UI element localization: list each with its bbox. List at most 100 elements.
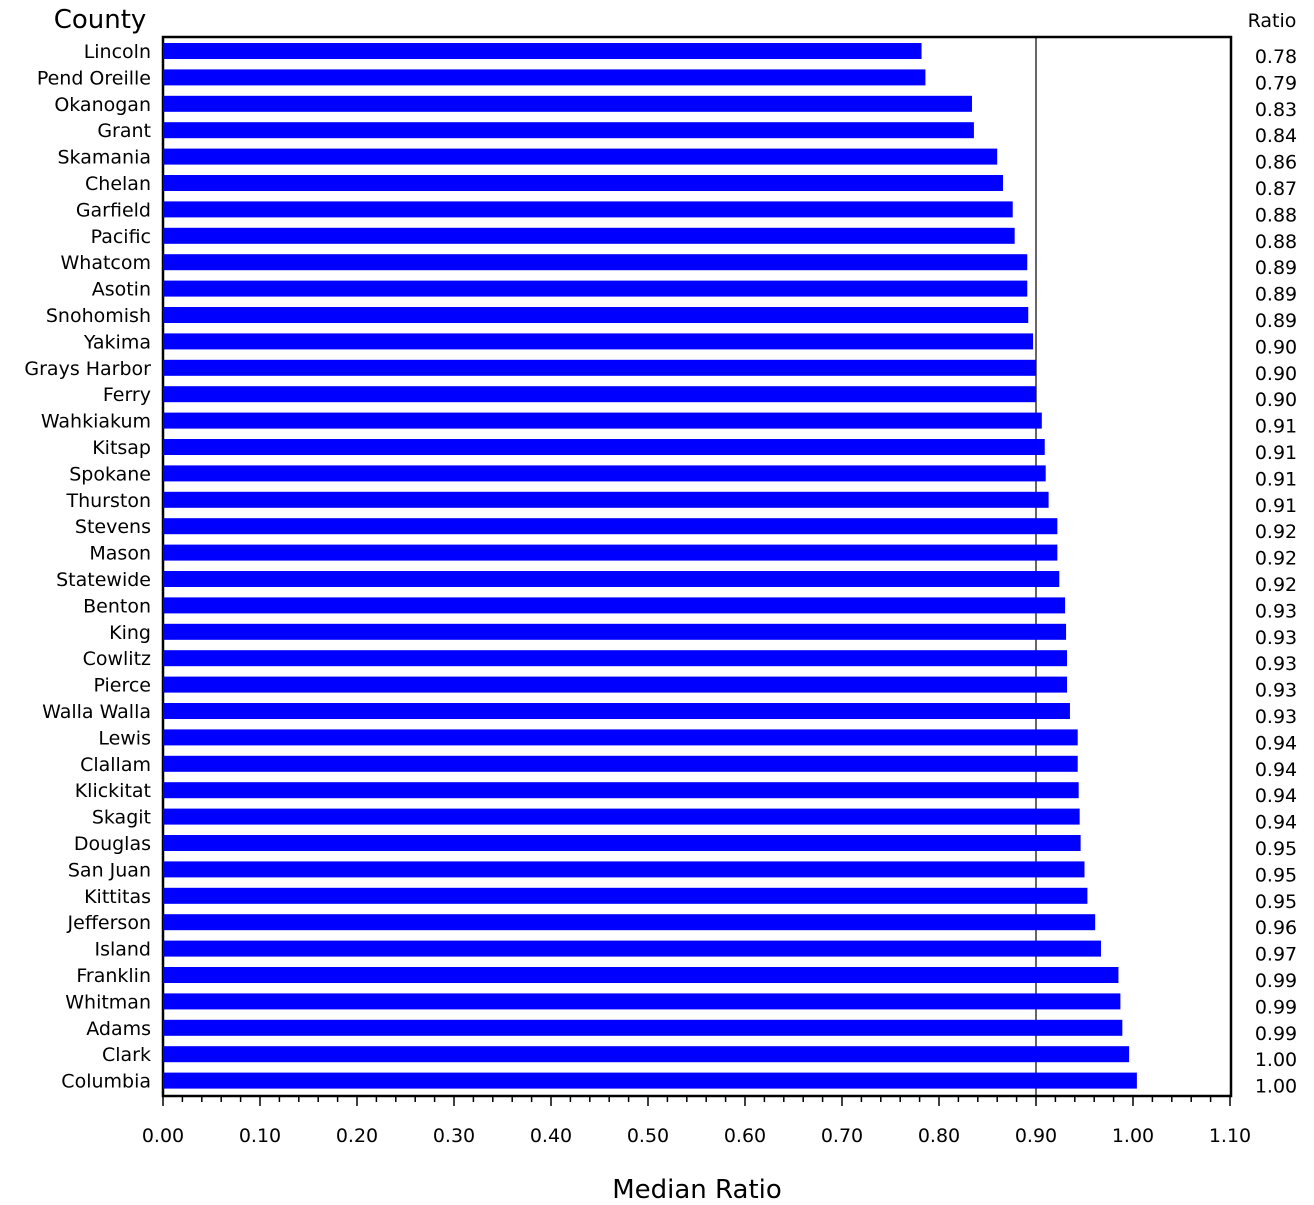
bar-chelan xyxy=(163,175,1004,191)
bar-king xyxy=(163,623,1067,640)
county-label: Stevens xyxy=(75,516,151,538)
county-label: Wahkiakum xyxy=(41,411,151,433)
ratio-value-label: 0.99 xyxy=(1255,1023,1297,1045)
ratio-value-label: 0.92 xyxy=(1255,548,1297,570)
bar-skamania xyxy=(163,148,998,165)
bar-lewis xyxy=(163,729,1078,746)
x-tick-label: 0.10 xyxy=(239,1125,281,1147)
bar-franklin xyxy=(163,967,1119,983)
ratio-value-label: 0.93 xyxy=(1255,600,1297,622)
bar-clallam xyxy=(163,755,1078,772)
county-label: Thurston xyxy=(65,490,151,512)
ratio-value-label: 0.96 xyxy=(1255,917,1297,939)
x-tick-label: 0.40 xyxy=(530,1125,572,1147)
ratio-value-label: 0.79 xyxy=(1255,72,1297,94)
bar-thurston xyxy=(163,491,1049,508)
x-tick-label: 0.80 xyxy=(918,1125,960,1147)
bar-island xyxy=(163,940,1101,957)
county-label: Douglas xyxy=(74,833,151,855)
ratio-value-label: 0.91 xyxy=(1255,468,1297,490)
bar-lincoln xyxy=(163,43,922,59)
county-label: Klickitat xyxy=(75,780,151,802)
x-tick-label: 0.20 xyxy=(336,1125,378,1147)
county-label: Lincoln xyxy=(84,41,151,63)
county-label: Grant xyxy=(97,120,151,142)
bar-stevens xyxy=(163,518,1058,535)
county-label: Statewide xyxy=(56,569,151,591)
ratio-header: Ratio xyxy=(1248,10,1297,32)
ratio-value-label: 0.94 xyxy=(1255,759,1297,781)
ratio-value-label: 0.93 xyxy=(1255,653,1297,675)
ratio-value-label: 0.90 xyxy=(1255,336,1297,358)
ratio-value-label: 0.92 xyxy=(1255,521,1297,543)
bar-clark xyxy=(163,1046,1130,1063)
bar-kittitas xyxy=(163,887,1088,904)
bar-mason xyxy=(163,544,1058,561)
county-label: Cowlitz xyxy=(83,648,151,670)
ratio-value-label: 0.95 xyxy=(1255,891,1297,913)
bar-whatcom xyxy=(163,254,1028,271)
county-label: Garfield xyxy=(76,199,151,221)
ratio-value-label: 0.89 xyxy=(1255,257,1297,279)
x-axis-title: Median Ratio xyxy=(612,1175,782,1205)
ratio-value-label: 0.99 xyxy=(1255,996,1297,1018)
county-label: Kittitas xyxy=(84,886,151,908)
bar-cowlitz xyxy=(163,650,1068,667)
bar-jefferson xyxy=(163,914,1096,931)
county-label: Whitman xyxy=(65,991,151,1013)
ratio-value-label: 0.91 xyxy=(1255,442,1297,464)
bar-pacific xyxy=(163,227,1015,244)
ratio-value-label: 0.92 xyxy=(1255,574,1297,596)
bar-statewide xyxy=(163,571,1060,587)
bar-asotin xyxy=(163,280,1028,297)
x-axis: 0.00 0.10 0.20 0.30 0.40 0.50 0.60 0.70 0.80 0.90… xyxy=(142,1096,1251,1147)
bar-benton xyxy=(163,597,1066,614)
ratio-value-label: 0.90 xyxy=(1255,363,1297,385)
county-label: Franklin xyxy=(76,965,151,987)
x-tick-label: 0.00 xyxy=(142,1125,184,1147)
ratio-value-label: 0.90 xyxy=(1255,389,1297,411)
county-label: Kitsap xyxy=(92,437,151,459)
bar-ferry xyxy=(163,386,1036,403)
ratio-value-label: 0.93 xyxy=(1255,706,1297,728)
ratio-value-label: 0.89 xyxy=(1255,284,1297,306)
x-tick-label: 0.90 xyxy=(1015,1125,1057,1147)
ratio-value-label: 0.99 xyxy=(1255,970,1297,992)
ratio-value-label: 0.93 xyxy=(1255,680,1297,702)
ratio-value-label: 0.91 xyxy=(1255,495,1297,517)
x-tick-label: 1.00 xyxy=(1112,1125,1154,1147)
county-label: Pend Oreille xyxy=(37,67,151,89)
bar-grant xyxy=(163,122,974,139)
ratio-value-label: 0.95 xyxy=(1255,864,1297,886)
county-label: Clark xyxy=(102,1044,151,1066)
bar-grays-harbor xyxy=(163,359,1036,376)
ratio-value-label: 0.88 xyxy=(1255,204,1297,226)
county-label: Asotin xyxy=(92,279,151,301)
ratio-value-label: 0.88 xyxy=(1255,231,1297,253)
bar-san-juan xyxy=(163,861,1085,878)
county-label: San Juan xyxy=(68,859,151,881)
county-label: Skamania xyxy=(58,147,152,169)
bar-garfield xyxy=(163,201,1013,218)
ratio-labels: 0.78 0.79 0.83 0.84 0.86 0.87 0.88 0.88 0.89 0.89… xyxy=(1255,46,1297,1098)
county-label: Snohomish xyxy=(46,305,151,327)
ratio-value-label: 1.00 xyxy=(1255,1076,1297,1098)
county-label: Clallam xyxy=(80,754,151,776)
ratio-value-label: 0.89 xyxy=(1255,310,1297,332)
county-label: Ferry xyxy=(103,384,151,406)
ratio-value-label: 0.93 xyxy=(1255,627,1297,649)
ratio-value-label: 0.84 xyxy=(1255,125,1297,147)
county-label: King xyxy=(109,622,151,644)
bar-snohomish xyxy=(163,307,1029,323)
bar-spokane xyxy=(163,465,1046,482)
county-label: Lewis xyxy=(98,727,151,749)
county-label: Walla Walla xyxy=(42,701,151,723)
bars xyxy=(163,43,1137,1089)
category-header: County xyxy=(54,5,147,35)
county-label: Pacific xyxy=(91,226,151,248)
bar-klickitat xyxy=(163,782,1079,799)
county-label: Grays Harbor xyxy=(24,358,151,380)
bar-yakima xyxy=(163,333,1034,350)
plot-border xyxy=(161,35,1233,1098)
ratio-value-label: 0.95 xyxy=(1255,838,1297,860)
